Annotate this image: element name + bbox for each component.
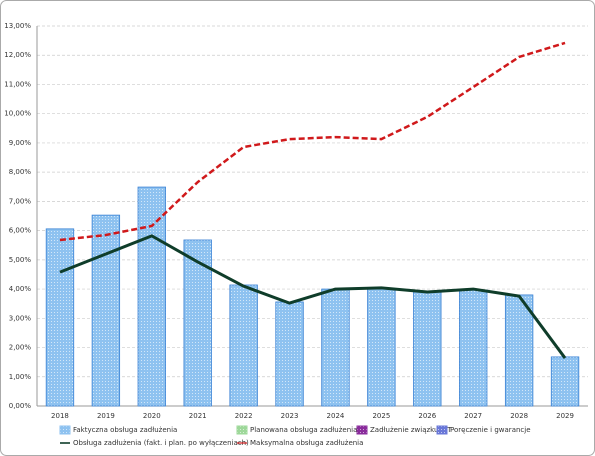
legend-swatch (236, 425, 248, 435)
legend-swatch (59, 425, 71, 435)
line (59, 234, 567, 359)
legend-swatch (436, 425, 448, 435)
legend-label: Obsługa zadłużenia (fakt. i plan. po wył… (73, 439, 249, 447)
bar (367, 288, 396, 407)
bar (321, 288, 350, 407)
y-tick-label: 6,00% (9, 227, 32, 235)
y-tick-label: 12,00% (4, 51, 31, 59)
x-tick-label: 2029 (556, 412, 574, 420)
y-tick-label: 5,00% (9, 256, 32, 264)
bar (91, 214, 121, 407)
bar (413, 291, 442, 407)
legend-label: Faktyczna obsługa zadłużenia (73, 426, 177, 434)
y-tick-label: 11,00% (4, 80, 31, 88)
legend-label: Maksymalna obsługa zadłużenia (250, 439, 363, 447)
bar (45, 228, 75, 407)
line (59, 41, 566, 242)
bar (183, 239, 212, 407)
y-tick-label: 9,00% (9, 139, 32, 147)
x-tick-label: 2026 (418, 412, 436, 420)
x-tick-label: 2027 (464, 412, 482, 420)
bar (550, 356, 580, 407)
y-tick-label: 2,00% (9, 344, 32, 352)
x-tick-label: 2019 (97, 412, 115, 420)
bar (459, 289, 488, 407)
legend-swatch (356, 425, 368, 435)
y-tick-label: 13,00% (4, 22, 31, 30)
y-tick-label: 7,00% (9, 197, 32, 205)
legend-label: Poręczenie i gwarancje (450, 426, 531, 434)
x-tick-label: 2023 (281, 412, 299, 420)
bar (229, 284, 258, 407)
bar (275, 301, 304, 407)
x-tick-label: 2024 (327, 412, 345, 420)
y-tick-label: 10,00% (4, 110, 31, 118)
x-tick-label: 2018 (51, 412, 69, 420)
y-tick-label: 1,00% (9, 373, 32, 381)
x-tick-label: 2020 (143, 412, 161, 420)
y-tick-label: 0,00% (9, 402, 32, 410)
legend-label: Planowana obsługa zadłużenia (250, 426, 357, 434)
y-tick-label: 8,00% (9, 168, 32, 176)
bar (137, 186, 166, 407)
y-tick-label: 3,00% (9, 314, 32, 322)
y-tick-label: 4,00% (9, 285, 32, 293)
x-tick-label: 2025 (372, 412, 390, 420)
legend-label: Zadłużenie związku JST (370, 426, 452, 434)
bar (504, 294, 534, 407)
x-tick-label: 2021 (189, 412, 207, 420)
x-tick-label: 2028 (510, 412, 528, 420)
x-tick-label: 2022 (235, 412, 253, 420)
